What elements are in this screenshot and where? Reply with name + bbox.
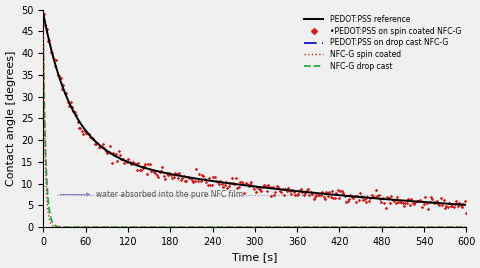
Y-axis label: Contact angle [degrees]: Contact angle [degrees] (6, 51, 15, 186)
Legend: PEDOT:PSS reference, •PEDOT:PSS on spin coated NFC-G, PEDOT:PSS on drop cast NFC: PEDOT:PSS reference, •PEDOT:PSS on spin … (300, 12, 463, 74)
Text: water absorbed into the pure NFC film: water absorbed into the pure NFC film (60, 190, 243, 199)
X-axis label: Time [s]: Time [s] (232, 252, 277, 262)
